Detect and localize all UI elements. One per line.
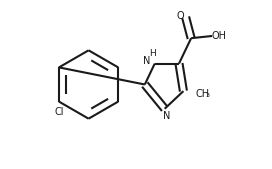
Text: 3: 3 <box>205 93 209 98</box>
Text: CH: CH <box>196 89 210 99</box>
Text: Cl: Cl <box>55 107 64 117</box>
Text: N: N <box>143 56 151 66</box>
Text: H: H <box>149 49 156 58</box>
Text: N: N <box>163 111 171 121</box>
Text: O: O <box>176 11 184 21</box>
Text: OH: OH <box>212 31 227 41</box>
